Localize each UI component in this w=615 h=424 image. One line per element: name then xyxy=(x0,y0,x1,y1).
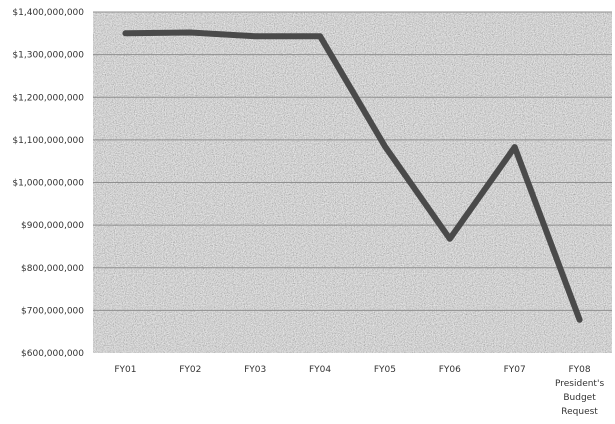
y-axis-tick-labels: $600,000,000 $700,000,000 $800,000,000 $900… xyxy=(12,8,84,359)
y-tick-label: $800,000,000 xyxy=(21,264,84,274)
y-tick-label: $600,000,000 xyxy=(21,349,84,359)
y-tick-label: $1,300,000,000 xyxy=(12,51,84,61)
x-tick-label: FY06 xyxy=(439,365,461,375)
y-tick-label: $700,000,000 xyxy=(21,306,84,316)
x-tick-label: FY05 xyxy=(374,365,396,375)
y-tick-label: $1,000,000,000 xyxy=(12,179,84,189)
x-tick-label: FY08 President's Budget Request xyxy=(555,365,604,417)
y-tick-label: $1,200,000,000 xyxy=(12,93,84,103)
y-tick-label: $1,100,000,000 xyxy=(12,136,84,146)
series-line xyxy=(122,29,583,323)
x-axis-tick-labels: FY01 FY02 FY03 FY04 FY05 FY06 FY07 FY08 Presiden… xyxy=(114,365,604,417)
x-tick-label: FY03 xyxy=(244,365,266,375)
x-tick-label: FY04 xyxy=(309,365,331,375)
y-tick-label: $900,000,000 xyxy=(21,221,84,231)
x-tick-label: FY07 xyxy=(504,365,526,375)
y-tick-label: $1,400,000,000 xyxy=(12,8,84,18)
x-tick-label: FY02 xyxy=(179,365,201,375)
x-tick-label: FY01 xyxy=(114,365,136,375)
